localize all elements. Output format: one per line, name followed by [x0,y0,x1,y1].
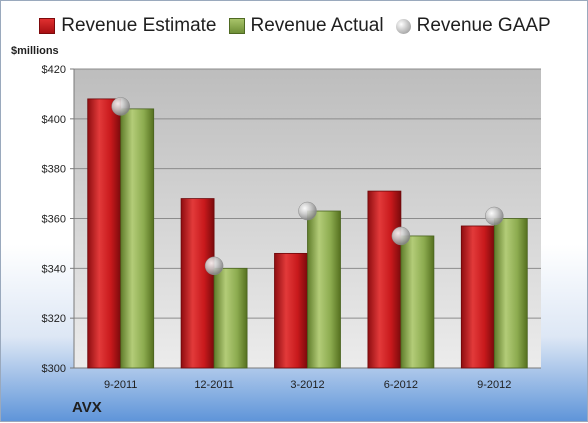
bar-revenue-estimate [367,190,402,369]
bar-revenue-actual [120,108,155,369]
y-tick-label: $300 [42,363,66,375]
company-label: AVX [72,399,102,416]
marker-revenue-gaap [204,256,224,276]
y-tick-label: $340 [42,263,66,275]
x-tick-label: 12-2011 [194,379,234,391]
bar-revenue-estimate [460,225,495,369]
y-tick-label: $380 [42,164,66,176]
y-tick-label: $400 [42,114,66,126]
y-axis-unit-label: $millions [11,45,59,57]
legend-item-estimate: Revenue Estimate [39,15,217,37]
legend-label-actual: Revenue Actual [250,15,384,36]
y-tick-label: $420 [42,64,66,76]
x-tick-label: 3-2012 [290,379,324,391]
bar-revenue-actual [400,235,435,369]
marker-revenue-gaap [298,201,317,221]
legend-swatch-gaap [395,18,411,34]
bar-revenue-estimate [274,252,308,369]
x-tick-label: 6-2012 [384,379,418,391]
legend-item-gaap: Revenue GAAP [395,15,551,37]
legend-label-estimate: Revenue Estimate [61,15,217,36]
legend-label-gaap: Revenue GAAP [416,15,551,36]
legend-item-actual: Revenue Actual [228,15,384,37]
marker-revenue-gaap [485,206,504,226]
bar-revenue-actual [493,218,528,369]
marker-revenue-gaap [391,226,411,246]
bar-revenue-estimate [180,198,215,369]
y-tick-label: $320 [42,313,66,325]
legend: Revenue Estimate Revenue Actual Revenue … [1,15,588,37]
x-tick-label: 9-2012 [477,379,511,391]
bar-revenue-actual [213,267,248,369]
x-tick-label: 9-2011 [104,379,137,391]
legend-swatch-estimate [39,18,56,34]
legend-swatch-actual [228,18,245,34]
marker-revenue-gaap [111,97,130,116]
y-tick-label: $360 [42,214,66,226]
bar-revenue-actual [307,210,341,369]
bar-revenue-estimate [87,98,122,369]
